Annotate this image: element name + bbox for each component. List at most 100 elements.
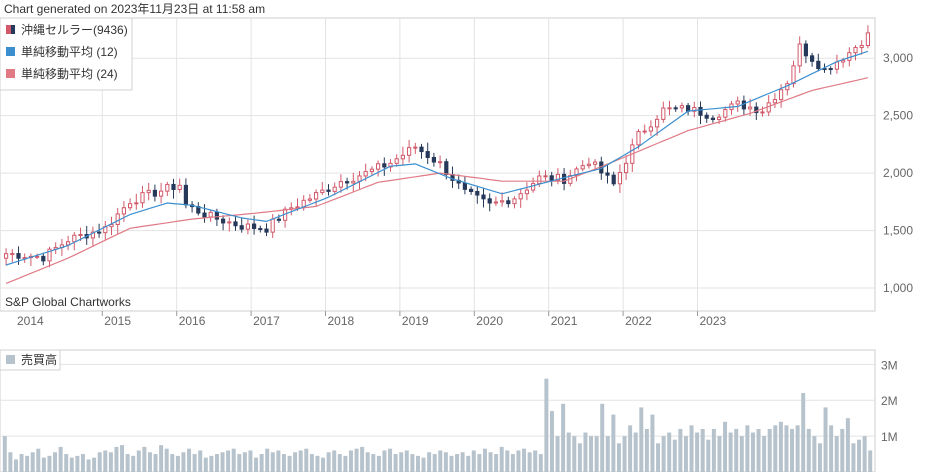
price-grid bbox=[0, 18, 875, 311]
candle-body bbox=[400, 154, 405, 160]
candle-body bbox=[245, 223, 251, 230]
volume-bar bbox=[30, 452, 35, 472]
candle-body bbox=[10, 253, 15, 256]
volume-bar bbox=[131, 455, 136, 472]
volume-bar bbox=[767, 428, 772, 472]
volume-bar bbox=[756, 428, 761, 472]
volume-bar bbox=[829, 425, 834, 472]
volume-bar bbox=[762, 436, 767, 472]
candle-body bbox=[264, 228, 269, 233]
volume-y-tick-label: 3M bbox=[881, 358, 898, 372]
candle-body bbox=[152, 189, 158, 197]
candle-body bbox=[41, 255, 46, 262]
volume-bar bbox=[410, 454, 415, 472]
volume-bar bbox=[656, 443, 661, 472]
volume-bar bbox=[270, 452, 275, 472]
volume-bar bbox=[449, 455, 454, 472]
candle-body bbox=[227, 221, 232, 224]
candle-body bbox=[760, 111, 765, 114]
volume-bar bbox=[527, 452, 532, 472]
volume-bar bbox=[125, 454, 130, 472]
volume-bar bbox=[499, 446, 504, 472]
volume-bar bbox=[360, 446, 365, 472]
volume-bar bbox=[611, 414, 616, 472]
volume-bar bbox=[175, 455, 180, 472]
candle-body bbox=[841, 59, 846, 63]
volume-bar bbox=[220, 452, 225, 472]
volume-bar bbox=[108, 452, 113, 472]
candle-body bbox=[673, 107, 678, 110]
volume-bar bbox=[561, 403, 566, 472]
candle-body bbox=[221, 218, 226, 224]
volume-bar bbox=[583, 432, 588, 472]
candle-body bbox=[388, 162, 393, 168]
candle-body bbox=[128, 203, 133, 209]
candle-body bbox=[320, 189, 325, 194]
volume-bar bbox=[326, 452, 331, 472]
candle-body bbox=[326, 189, 331, 192]
volume-bar bbox=[64, 454, 69, 472]
candle-body bbox=[72, 234, 77, 243]
candle-body bbox=[512, 198, 517, 205]
candle-body bbox=[586, 163, 591, 167]
volume-bar bbox=[19, 454, 24, 472]
sma-24-line bbox=[5, 77, 869, 284]
volume-bar bbox=[203, 457, 208, 472]
volume-bar bbox=[689, 425, 694, 472]
candle-body bbox=[506, 200, 511, 205]
volume-bar bbox=[728, 432, 733, 472]
candle-body bbox=[580, 165, 585, 170]
candle-body bbox=[369, 168, 374, 172]
candle-body bbox=[717, 116, 722, 121]
candle-body bbox=[376, 163, 381, 170]
candle-body bbox=[307, 198, 312, 201]
price-x-tick-label: 2021 bbox=[551, 314, 578, 328]
candle-body bbox=[593, 161, 598, 165]
volume-bar bbox=[510, 454, 515, 472]
candle-body bbox=[78, 233, 83, 236]
candle-body bbox=[146, 189, 151, 194]
candle-body bbox=[859, 44, 864, 49]
volume-bar bbox=[265, 448, 270, 472]
candle-body bbox=[562, 173, 567, 184]
volume-legend: 売買高 bbox=[0, 349, 61, 371]
candle-body bbox=[698, 106, 703, 116]
candle-body bbox=[351, 180, 356, 184]
volume-bar bbox=[147, 452, 152, 472]
candle-body bbox=[258, 227, 263, 230]
volume-bar bbox=[633, 432, 638, 472]
volume-bar bbox=[622, 436, 627, 472]
volume-bar bbox=[734, 428, 739, 472]
volume-bar bbox=[549, 411, 554, 472]
candle-body bbox=[419, 146, 424, 153]
volume-bar bbox=[287, 455, 292, 472]
volume-bar bbox=[36, 448, 41, 472]
volume-bar bbox=[600, 403, 605, 472]
volume-bar bbox=[801, 393, 806, 472]
price-x-tick-label: 2014 bbox=[17, 314, 44, 328]
volume-bar bbox=[231, 448, 236, 472]
volume-bar bbox=[857, 439, 862, 472]
legend-swatch-price-dark bbox=[11, 25, 15, 34]
price-x-tick-label: 2020 bbox=[476, 314, 503, 328]
legend-swatch-sma12 bbox=[6, 47, 15, 56]
volume-bar bbox=[834, 436, 839, 472]
volume-bar bbox=[566, 432, 571, 472]
volume-bar bbox=[321, 457, 326, 472]
volume-bar bbox=[868, 450, 873, 472]
volume-bar bbox=[790, 428, 795, 472]
volume-bar bbox=[845, 418, 850, 472]
volume-bar bbox=[432, 454, 437, 472]
candle-body bbox=[692, 106, 697, 112]
volume-bar bbox=[683, 436, 688, 472]
volume-bar bbox=[92, 457, 97, 472]
volume-bar bbox=[259, 454, 264, 472]
volume-bar bbox=[153, 454, 158, 472]
volume-bar bbox=[443, 452, 448, 472]
volume-bar bbox=[53, 452, 58, 472]
price-legend: 沖縄セルラー(9436) 単純移動平均 (12) 単純移動平均 (24) bbox=[0, 17, 133, 91]
volume-bar bbox=[589, 436, 594, 472]
candle-body bbox=[605, 172, 610, 176]
volume-bar bbox=[538, 454, 543, 472]
volume-bar bbox=[840, 428, 845, 472]
